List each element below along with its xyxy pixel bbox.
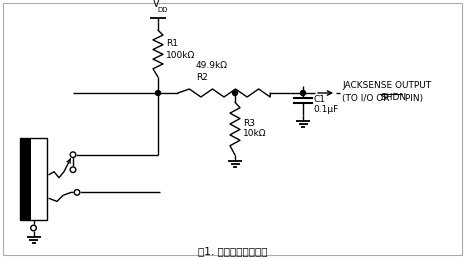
Text: R2: R2 (196, 72, 208, 82)
Text: 100kΩ: 100kΩ (166, 51, 195, 60)
Text: R3: R3 (243, 118, 255, 127)
Circle shape (232, 91, 238, 95)
Circle shape (300, 91, 306, 95)
Circle shape (155, 91, 160, 95)
Bar (20, 138, 47, 220)
Circle shape (70, 167, 76, 173)
Bar (20, 138, 31, 220)
Text: DD: DD (158, 7, 168, 13)
Text: (TO I/O OR: (TO I/O OR (342, 93, 392, 102)
Text: 0.1μF: 0.1μF (313, 106, 338, 115)
Text: 49.9kΩ: 49.9kΩ (196, 61, 228, 70)
Text: JACKSENSE OUTPUT: JACKSENSE OUTPUT (342, 80, 431, 90)
Text: R1: R1 (166, 39, 178, 49)
Text: 図1. ジャック感知回路: 図1. ジャック感知回路 (198, 246, 268, 256)
Text: C1: C1 (313, 94, 325, 103)
Circle shape (31, 225, 36, 231)
Text: SHDN: SHDN (380, 93, 406, 102)
Text: PIN): PIN) (402, 93, 423, 102)
Circle shape (70, 152, 76, 157)
Text: V: V (153, 0, 159, 9)
Circle shape (74, 190, 80, 195)
Text: 10kΩ: 10kΩ (243, 130, 266, 139)
